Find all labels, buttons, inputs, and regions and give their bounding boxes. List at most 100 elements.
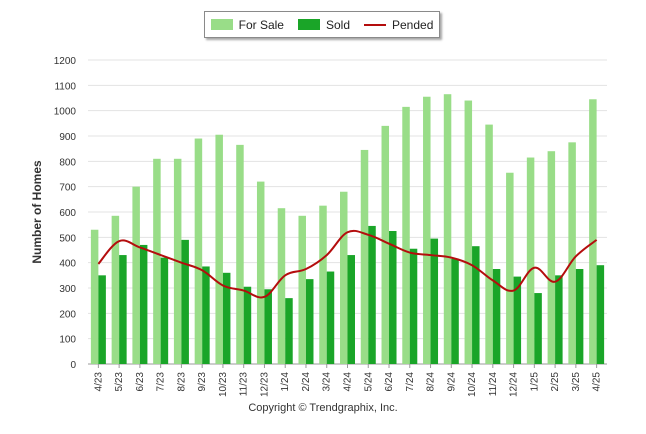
bar-sold-6-23 (139, 244, 148, 364)
x-tick-label-1-25: 1/25 (529, 372, 540, 392)
bar-for-sale-12-24 (506, 172, 514, 364)
bar-sold-12-23 (264, 289, 272, 364)
x-tick-label-11-24: 11/24 (488, 372, 499, 397)
bar-for-sale-6-24 (381, 125, 390, 364)
bar-for-sale-1-24 (277, 208, 286, 364)
bar-sold-4-23 (98, 275, 106, 364)
x-tick-label-9-23: 9/23 (197, 372, 208, 392)
bar-for-sale-11-23 (236, 144, 244, 364)
legend-label-pended: Pended (392, 17, 434, 32)
legend-item-for-sale[interactable]: For Sale (210, 17, 284, 32)
bar-sold-7-24 (409, 248, 418, 364)
bar-sold-5-23 (119, 255, 127, 364)
y-tick-label-800: 800 (59, 157, 76, 168)
x-tick-label-4-24: 4/24 (343, 372, 354, 392)
bar-sold-2-24 (305, 279, 314, 364)
y-tick-label-200: 200 (59, 309, 76, 320)
y-tick-label-600: 600 (59, 208, 76, 219)
y-axis-label: Number of Homes (30, 160, 44, 264)
y-tick-label-900: 900 (59, 132, 76, 143)
x-tick-label-8-23: 8/23 (176, 372, 187, 392)
bar-sold-1-24 (285, 298, 293, 364)
legend-swatch-sold (297, 19, 320, 30)
x-tick-label-1-24: 1/24 (280, 372, 291, 392)
y-tick-label-500: 500 (59, 233, 76, 244)
legend-item-pended[interactable]: Pended (364, 18, 433, 32)
y-tick-label-300: 300 (59, 284, 76, 295)
y-axis: 0 100 200 300 400 500 600 700 800 900 1000 1100 1200 (54, 56, 77, 371)
bar-for-sale-2-25 (547, 151, 556, 364)
x-axis: 4/23 5/23 6/23 7/23 8/23 9/23 10/23 11/23 12/23 1… (93, 364, 603, 397)
x-tick-label-7-23: 7/23 (156, 372, 167, 392)
bar-for-sale-7-24 (402, 106, 410, 364)
legend-swatch-pended (364, 23, 386, 26)
x-tick-label-10-24: 10/24 (467, 372, 478, 397)
bar-sold-6-24 (389, 231, 397, 364)
x-tick-label-2-25: 2/25 (550, 372, 561, 392)
bar-sold-4-24 (347, 255, 355, 364)
legend-item-sold[interactable]: Sold (297, 17, 350, 32)
x-tick-label-3-25: 3/25 (571, 372, 582, 392)
bar-sold-2-25 (555, 275, 563, 364)
pended-line-group (97, 229, 598, 299)
bar-sold-11-23 (243, 286, 252, 364)
x-tick-label-4-23: 4/23 (93, 372, 104, 392)
bar-sold-11-24 (492, 269, 501, 364)
bar-sold-4-25 (596, 265, 605, 364)
bar-sold-3-24 (326, 271, 335, 364)
bar-for-sale-6-23 (132, 186, 140, 364)
x-tick-label-5-24: 5/24 (363, 372, 374, 392)
x-tick-label-12-24: 12/24 (509, 372, 520, 397)
bar-for-sale-1-25 (526, 157, 535, 364)
x-tick-label-12-23: 12/23 (259, 372, 270, 397)
bar-for-sale-3-24 (319, 205, 327, 364)
bar-for-sale-7-23 (153, 158, 161, 364)
bar-for-sale-10-23 (215, 134, 223, 364)
bar-sold-5-24 (368, 225, 376, 364)
x-tick-label-6-23: 6/23 (135, 372, 146, 392)
bar-for-sale-11-24 (485, 124, 493, 364)
bar-sold-8-23 (181, 239, 189, 364)
bar-sold-9-24 (451, 258, 459, 364)
y-tick-label-1000: 1000 (54, 107, 77, 118)
bar-sold-10-24 (472, 246, 480, 364)
y-tick-label-100: 100 (59, 335, 76, 346)
bar-for-sale-12-23 (256, 181, 265, 364)
y-tick-label-400: 400 (59, 259, 76, 270)
y-tick-label-0: 0 (70, 360, 76, 371)
copyright-text: Copyright © Trendgraphix, Inc. (248, 402, 398, 414)
bar-for-sale-10-24 (464, 100, 473, 365)
bar-sold-1-25 (534, 293, 542, 364)
bar-for-sale-3-25 (568, 142, 576, 364)
bar-sold-9-23 (202, 266, 210, 364)
legend-swatch-for-sale (210, 19, 233, 30)
bar-for-sale-2-24 (298, 215, 306, 364)
bar-sold-12-24 (513, 276, 522, 364)
bar-sold-8-24 (430, 238, 439, 364)
y-tick-label-700: 700 (59, 183, 76, 194)
bar-for-sale-9-24 (443, 94, 452, 364)
x-tick-label-3-24: 3/24 (322, 372, 333, 392)
legend: For Sale Sold Pended (204, 11, 440, 38)
bars (90, 94, 605, 365)
legend-label-for-sale: For Sale (238, 17, 284, 32)
legend-label-sold: Sold (325, 17, 350, 32)
y-tick-label-1200: 1200 (54, 56, 77, 67)
x-tick-label-7-24: 7/24 (405, 372, 416, 392)
bar-for-sale-4-25 (589, 99, 597, 365)
y-tick-label-1100: 1100 (54, 81, 76, 92)
bar-sold-7-23 (160, 257, 169, 364)
bar-sold-3-25 (575, 269, 584, 364)
line-pended (97, 229, 598, 299)
bar-for-sale-9-23 (194, 138, 203, 364)
x-tick-label-4-25: 4/25 (592, 372, 603, 392)
bar-for-sale-5-23 (111, 215, 120, 364)
x-tick-label-8-24: 8/24 (426, 372, 437, 392)
bar-sold-10-23 (222, 272, 231, 364)
x-tick-label-10-23: 10/23 (218, 372, 229, 397)
bar-for-sale-8-24 (423, 96, 431, 364)
x-tick-label-11-23: 11/23 (239, 372, 250, 397)
x-tick-label-5-23: 5/23 (114, 372, 125, 392)
x-tick-label-2-24: 2/24 (301, 372, 312, 392)
